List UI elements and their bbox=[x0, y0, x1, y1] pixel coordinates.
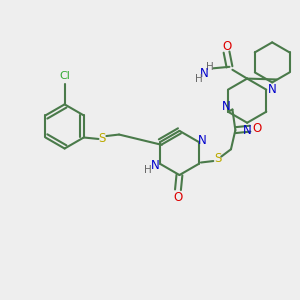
Text: N: N bbox=[198, 134, 206, 147]
Text: O: O bbox=[253, 122, 262, 135]
Text: Cl: Cl bbox=[59, 71, 70, 81]
Text: H: H bbox=[144, 165, 152, 175]
Text: O: O bbox=[173, 190, 183, 204]
Text: S: S bbox=[214, 152, 221, 165]
Text: N: N bbox=[151, 159, 159, 172]
Text: S: S bbox=[99, 132, 106, 145]
Text: N: N bbox=[222, 100, 231, 113]
Text: H: H bbox=[206, 62, 213, 72]
Text: N: N bbox=[200, 67, 209, 80]
Text: N: N bbox=[268, 83, 277, 96]
Text: H: H bbox=[195, 74, 203, 84]
Text: O: O bbox=[222, 40, 231, 53]
Text: N: N bbox=[243, 124, 251, 136]
